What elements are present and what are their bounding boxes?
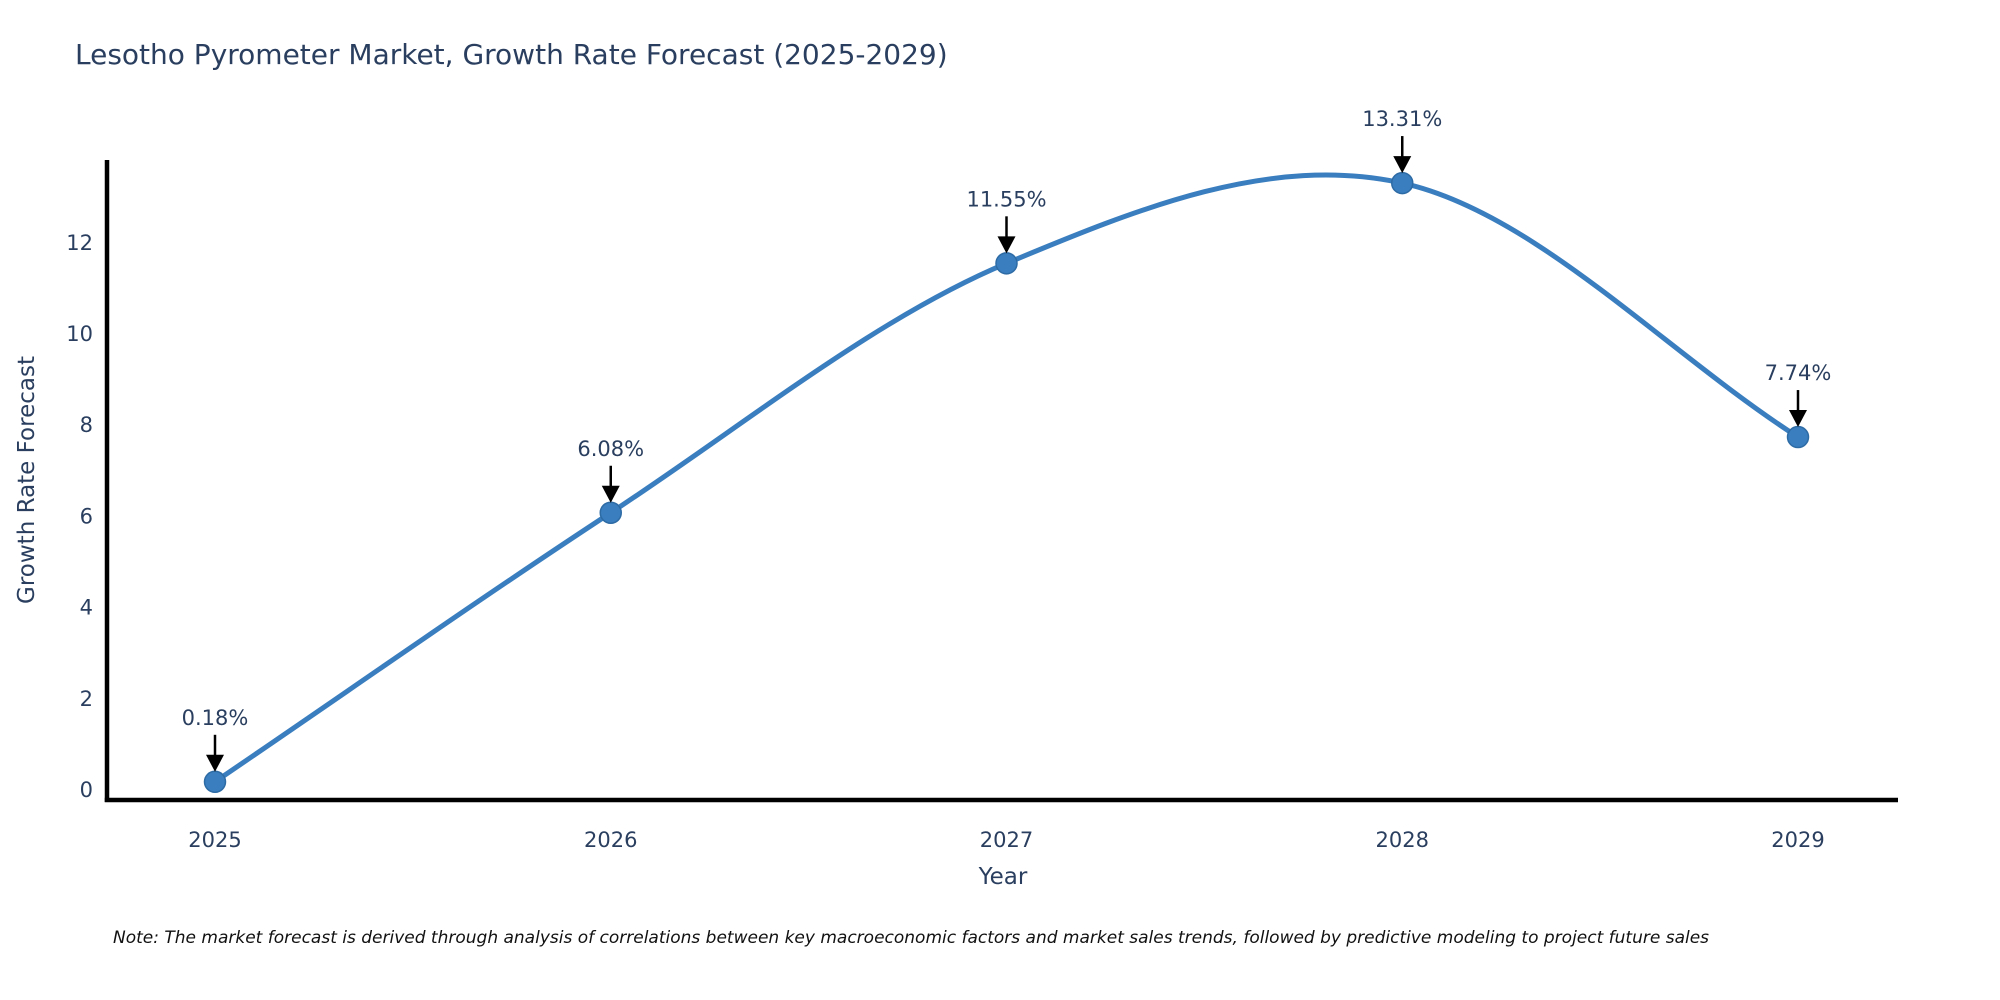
y-tick-label: 4 (80, 596, 93, 620)
data-point-label: 6.08% (577, 437, 644, 461)
annotation-arrow-head (206, 754, 224, 772)
annotation-arrow-head (997, 236, 1016, 254)
x-axis-title: Year (978, 864, 1028, 890)
annotation-arrow-head (601, 485, 620, 503)
data-point-label: 0.18% (182, 706, 249, 730)
data-point-marker-2027 (995, 252, 1018, 275)
data-point-label: 13.31% (1362, 107, 1442, 131)
x-tick-label: 2025 (188, 828, 241, 852)
x-axis-tick-labels: 2025 2026 2027 2028 2029 (188, 828, 1824, 852)
y-tick-label: 0 (80, 778, 93, 802)
x-tick-label: 2026 (584, 828, 637, 852)
data-point-label: 7.74% (1765, 361, 1832, 385)
chart-title: Lesotho Pyrometer Market, Growth Rate Fo… (75, 38, 948, 71)
y-tick-label: 8 (80, 413, 93, 437)
data-point-label: 11.55% (966, 187, 1046, 211)
data-point-marker-2028 (1391, 171, 1414, 195)
y-axis-tick-labels: 0 2 4 6 8 10 12 (66, 231, 93, 802)
y-tick-label: 12 (66, 231, 93, 255)
chart-footnote: Note: The market forecast is derived thr… (113, 928, 1710, 948)
annotation-arrow-head (1789, 410, 1807, 428)
y-axis-title: Growth Rate Forecast (14, 356, 40, 604)
y-tick-label: 2 (80, 687, 93, 711)
data-point-marker-2029 (1786, 425, 1810, 449)
y-tick-label: 6 (80, 504, 93, 528)
x-tick-label: 2027 (980, 828, 1033, 852)
data-point-annotations: 0.18% 6.08% 11.55% 13.31% 7.74% (182, 107, 1832, 772)
x-tick-label: 2029 (1771, 828, 1824, 852)
annotation-arrow-head (1393, 156, 1412, 174)
y-tick-label: 10 (66, 322, 93, 346)
x-tick-label: 2028 (1376, 828, 1429, 852)
data-point-marker-2026 (599, 501, 622, 525)
data-point-marker-2025 (203, 770, 227, 794)
